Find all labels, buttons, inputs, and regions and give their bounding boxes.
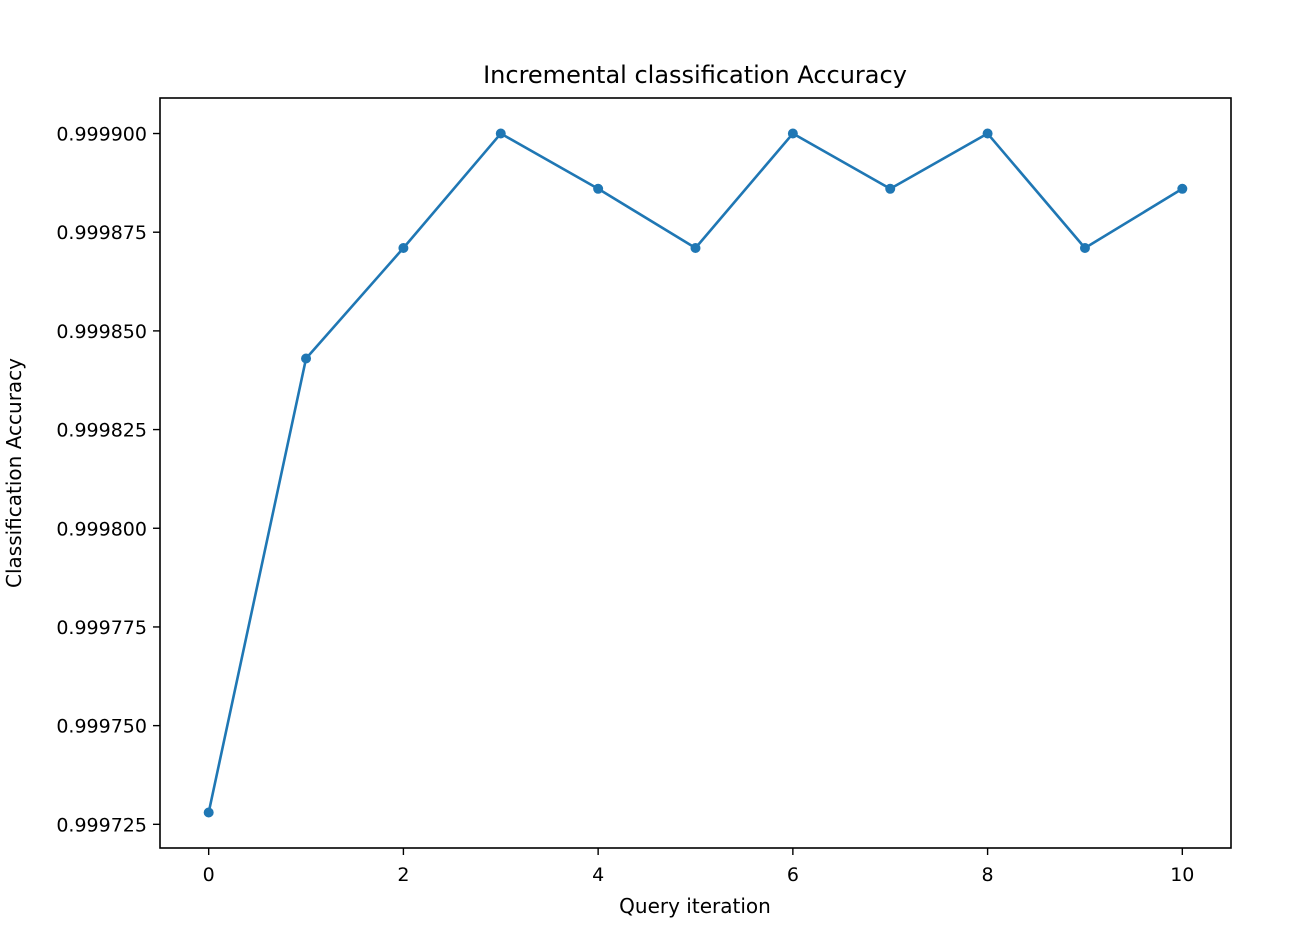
x-tick-label: 8	[982, 864, 994, 886]
plot-area	[159, 97, 1232, 849]
x-tick-label: 0	[203, 864, 215, 886]
y-tick-label: 0.999825	[56, 420, 147, 442]
data-point	[1079, 243, 1090, 253]
x-axis-label: Query iteration	[619, 894, 771, 918]
chart-title: Incremental classification Accuracy	[483, 61, 907, 89]
y-tick-label: 0.999875	[56, 222, 147, 244]
y-tick-label: 0.999725	[56, 814, 147, 836]
y-tick-label: 0.999800	[56, 518, 147, 540]
data-point	[982, 128, 993, 139]
y-tick-label: 0.999900	[56, 124, 147, 146]
y-tick-label: 0.999750	[56, 716, 147, 738]
data-point	[690, 243, 701, 253]
data-point	[495, 128, 506, 139]
x-tick-label: 10	[1170, 864, 1194, 886]
y-tick-label: 0.999775	[56, 617, 147, 639]
data-point	[593, 183, 604, 194]
x-tick-label: 6	[787, 864, 799, 886]
y-axis-ticks: 0.999725 0.999750 0.999775 0.999800 0.999825…	[56, 124, 160, 836]
x-axis-ticks: 0 2 4 6 8 10	[203, 848, 1194, 886]
data-point	[787, 128, 798, 139]
y-tick-label: 0.999850	[56, 321, 147, 343]
x-tick-label: 2	[397, 864, 409, 886]
data-point	[398, 243, 409, 253]
series-layer	[203, 128, 1188, 818]
data-point	[1177, 183, 1188, 194]
data-point	[203, 807, 214, 818]
data-point	[885, 183, 896, 194]
series-line	[207, 132, 1183, 813]
y-axis-label: Classification Accuracy	[2, 358, 26, 588]
data-point	[301, 353, 312, 364]
x-tick-label: 4	[592, 864, 604, 886]
